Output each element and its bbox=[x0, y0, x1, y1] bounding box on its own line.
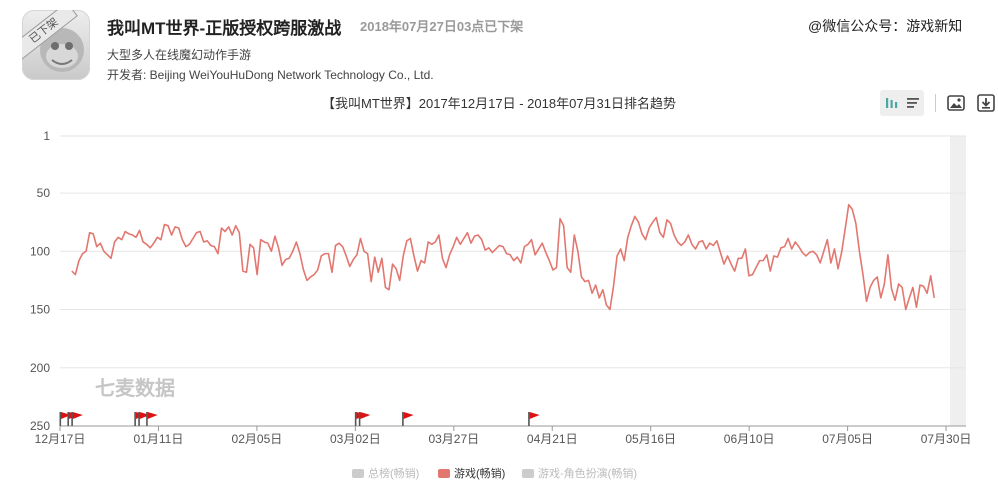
app-icon: 已下架 bbox=[22, 10, 90, 80]
chart-title: 【我叫MT世界】2017年12月17日 - 2018年07月31日排名趋势 bbox=[321, 96, 676, 111]
app-subtitle: 大型多人在线魔幻动作手游 bbox=[107, 48, 252, 62]
x-tick-label: 12月17日 bbox=[35, 432, 86, 446]
y-tick-label: 100 bbox=[30, 244, 50, 258]
chart-watermark: 七麦数据 bbox=[95, 376, 175, 400]
x-tick-label: 03月02日 bbox=[330, 432, 381, 446]
y-tick-label: 50 bbox=[37, 186, 51, 200]
legend-swatch bbox=[522, 468, 534, 478]
wechat-watermark: @微信公众号：游戏新知 bbox=[808, 18, 963, 34]
y-tick-label: 1 bbox=[43, 129, 50, 143]
image-icon[interactable] bbox=[944, 91, 968, 115]
y-tick-label: 150 bbox=[30, 303, 50, 317]
list-icon[interactable] bbox=[902, 90, 924, 116]
toolbar-divider bbox=[935, 94, 936, 112]
legend-item[interactable]: 总榜(畅销) bbox=[352, 466, 419, 480]
event-flag bbox=[146, 412, 158, 426]
series-line-game-grossing bbox=[71, 203, 936, 311]
legend-item[interactable]: 游戏-角色扮演(畅销) bbox=[522, 466, 637, 480]
x-tick-label: 05月16日 bbox=[625, 432, 676, 446]
x-tick-label: 01月11日 bbox=[134, 432, 184, 446]
legend-label: 游戏(畅销) bbox=[454, 468, 506, 480]
x-tick-label: 07月05日 bbox=[822, 432, 873, 446]
x-tick-label: 04月21日 bbox=[527, 432, 578, 446]
delisted-status: 2018年07月27日03点已下架 bbox=[360, 19, 524, 34]
event-flag bbox=[71, 412, 83, 426]
app-developer: 开发者: Beijing WeiYouHuDong Network Techno… bbox=[107, 68, 434, 82]
y-tick-label: 200 bbox=[30, 361, 50, 375]
legend-label: 总榜(畅销) bbox=[368, 468, 420, 480]
x-tick-label: 03月27日 bbox=[428, 432, 479, 446]
out-of-range-shade bbox=[950, 136, 966, 426]
event-flag bbox=[358, 412, 371, 426]
legend-label: 游戏-角色扮演(畅销) bbox=[538, 468, 637, 480]
event-flag bbox=[59, 412, 71, 426]
event-flag bbox=[138, 412, 150, 426]
event-flag bbox=[528, 412, 540, 426]
view-toggle bbox=[880, 90, 924, 116]
y-tick-label: 250 bbox=[30, 419, 50, 433]
legend-swatch bbox=[352, 468, 364, 478]
bar-chart-icon[interactable] bbox=[881, 90, 903, 116]
download-icon[interactable] bbox=[974, 91, 998, 115]
app-title: 我叫MT世界-正版授权跨服激战 bbox=[107, 19, 342, 38]
legend-swatch bbox=[438, 468, 450, 478]
x-tick-label: 02月05日 bbox=[232, 432, 283, 446]
x-tick-label: 07月30日 bbox=[921, 432, 972, 446]
legend-item[interactable]: 游戏(畅销) bbox=[438, 466, 505, 480]
event-flag bbox=[402, 412, 414, 426]
x-tick-label: 06月10日 bbox=[724, 432, 775, 446]
